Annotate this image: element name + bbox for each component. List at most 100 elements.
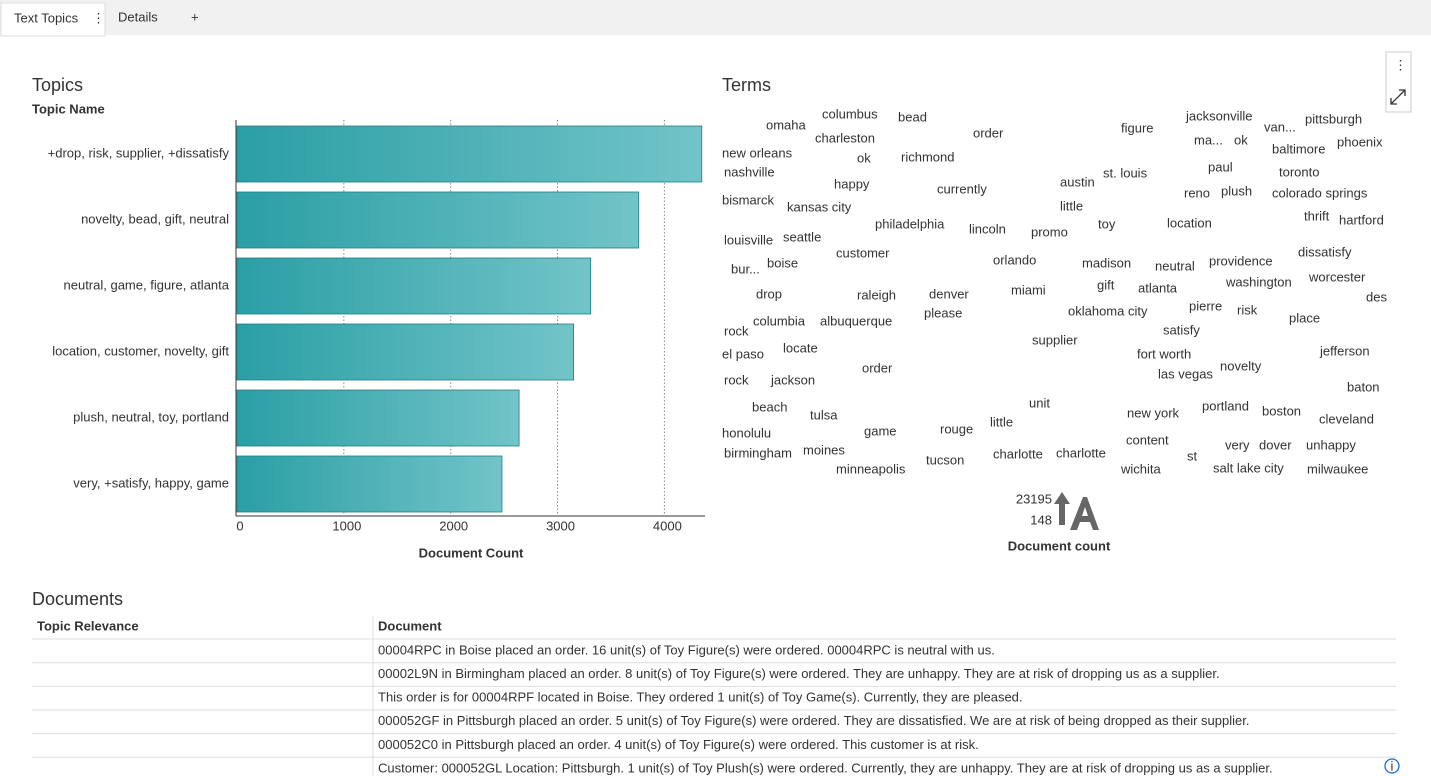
term: rock — [724, 323, 749, 338]
document-cell: 00002L9N in Birmingham placed an order. … — [378, 666, 1220, 681]
term: fort worth — [1137, 346, 1191, 361]
term: new york — [1127, 405, 1180, 420]
term: des — [1366, 289, 1387, 304]
bar — [236, 389, 520, 447]
term: thrift — [1304, 208, 1330, 223]
term: washington — [1225, 274, 1292, 289]
term: dissatisfy — [1298, 244, 1352, 259]
term: denver — [929, 286, 969, 301]
legend-icon — [1054, 492, 1099, 530]
term: albuquerque — [820, 313, 892, 328]
term: el paso — [722, 346, 764, 361]
term: game — [864, 423, 897, 438]
x-tick-label: 4000 — [653, 518, 682, 533]
document-cell: 00004RPC in Boise placed an order. 16 un… — [378, 642, 995, 657]
term: jefferson — [1319, 343, 1370, 358]
term: reno — [1184, 185, 1210, 200]
bar — [236, 455, 503, 513]
menu-button[interactable]: ⋮ — [1394, 57, 1407, 72]
tab-label[interactable]: Text Topics — [14, 10, 79, 25]
term: ma... — [1194, 132, 1223, 147]
term: content — [1126, 432, 1169, 447]
term: philadelphia — [875, 216, 945, 231]
active-tab[interactable] — [0, 2, 106, 37]
term: boise — [767, 255, 798, 270]
term: richmond — [901, 149, 954, 164]
document-cell: 000052GF in Pittsburgh placed an order. … — [378, 713, 1249, 728]
bar — [236, 125, 703, 183]
info-icon[interactable] — [1384, 758, 1400, 774]
term: bur... — [731, 261, 760, 276]
document-cell: Customer: 000052GL Location: Pittsburgh.… — [378, 760, 1273, 775]
legend-title: Document count — [1008, 538, 1111, 553]
y-tick-label: plush, neutral, toy, portland — [73, 409, 229, 424]
document-cell: 000052C0 in Pittsburgh placed an order. … — [378, 737, 979, 752]
term: customer — [836, 245, 890, 260]
axis-title: Topic Name — [32, 101, 105, 116]
term: phoenix — [1337, 134, 1383, 149]
term: figure — [1121, 120, 1154, 135]
term: paul — [1208, 159, 1233, 174]
term: dover — [1259, 437, 1292, 452]
term: las vegas — [1158, 366, 1213, 381]
term: promo — [1031, 224, 1068, 239]
term: tucson — [926, 452, 964, 467]
term: minneapolis — [836, 461, 906, 476]
term: ok — [1234, 132, 1248, 147]
toolbar — [1385, 51, 1412, 113]
term: pittsburgh — [1305, 111, 1362, 126]
term: toy — [1098, 216, 1116, 231]
term: rock — [724, 372, 749, 387]
bar — [236, 191, 640, 249]
panel-title: Terms — [722, 75, 771, 95]
term: drop — [756, 286, 782, 301]
term: supplier — [1032, 332, 1078, 347]
term: new orleans — [722, 145, 793, 160]
term: charlotte — [1056, 445, 1106, 460]
term: rouge — [940, 421, 973, 436]
term: pierre — [1189, 298, 1222, 313]
term: raleigh — [857, 287, 896, 302]
term: kansas city — [787, 199, 852, 214]
term: neutral — [1155, 258, 1195, 273]
term: order — [862, 360, 893, 375]
term: lincoln — [969, 221, 1006, 236]
tab-menu[interactable]: ⋮ — [92, 10, 105, 25]
term: milwaukee — [1307, 461, 1368, 476]
term: unhappy — [1306, 437, 1356, 452]
y-tick-label: neutral, game, figure, atlanta — [64, 277, 230, 292]
tab-label[interactable]: Details — [118, 9, 158, 24]
term: beach — [752, 399, 787, 414]
term: louisville — [724, 232, 773, 247]
term: tulsa — [810, 407, 838, 422]
term: worcester — [1308, 269, 1366, 284]
term: moines — [803, 442, 845, 457]
info-glyph[interactable]: i — [1391, 758, 1394, 773]
term: van... — [1264, 119, 1296, 134]
y-tick-label: very, +satisfy, happy, game — [73, 475, 229, 490]
maximize-button[interactable] — [1390, 89, 1406, 105]
term: miami — [1011, 282, 1046, 297]
term: salt lake city — [1213, 460, 1284, 475]
term: birmingham — [724, 445, 792, 460]
term: st — [1187, 448, 1198, 463]
term: madison — [1082, 255, 1131, 270]
legend-max: 23195 — [1016, 491, 1052, 506]
term: gift — [1097, 277, 1115, 292]
legend-min: 148 — [1030, 512, 1052, 527]
term: austin — [1060, 174, 1095, 189]
term: st. louis — [1103, 165, 1148, 180]
term: columbia — [753, 313, 806, 328]
term: jackson — [770, 372, 815, 387]
axis-title: Document Count — [419, 545, 524, 560]
add-tab[interactable]: + — [191, 9, 199, 24]
x-tick-label: 0 — [236, 518, 243, 533]
term: please — [924, 305, 962, 320]
term: baltimore — [1272, 141, 1325, 156]
column-header: Document — [378, 618, 442, 633]
term: atlanta — [1138, 280, 1178, 295]
document-cell: This order is for 00004RPF located in Bo… — [378, 690, 1023, 705]
y-tick-label: novelty, bead, gift, neutral — [81, 211, 229, 226]
